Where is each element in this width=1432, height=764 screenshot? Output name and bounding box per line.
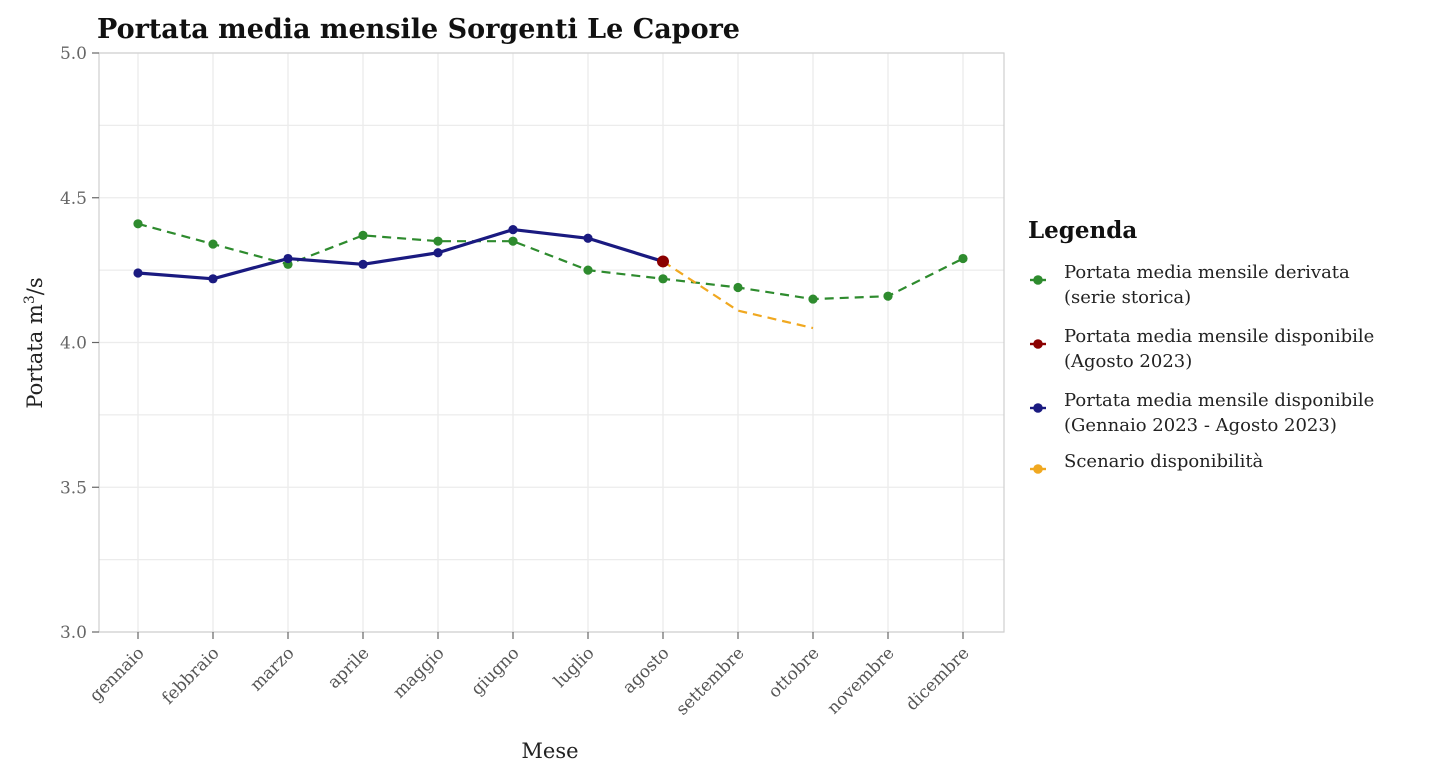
legend-label: (Agosto 2023) (1064, 351, 1192, 372)
legend-item-agosto: Portata media mensile disponibile (Agosto… (1030, 326, 1374, 372)
data-point-derivata (358, 230, 368, 240)
x-tick-label: gennaio (86, 643, 149, 706)
y-axis-label: Portata m3/s (22, 277, 47, 408)
data-point-disponibile (433, 248, 443, 258)
x-tick-label: agosto (619, 643, 673, 697)
y-tick-label: 3.5 (60, 478, 87, 498)
data-point-derivata (883, 291, 893, 301)
legend-item-scenario: Scenario disponibilità (1030, 451, 1264, 474)
legend-label: Portata media mensile disponibile (1064, 390, 1374, 411)
legend-swatch-dot (1033, 403, 1043, 413)
data-point-disponibile (583, 233, 593, 243)
data-point-derivata (433, 236, 443, 246)
y-tick-label: 3.0 (60, 623, 87, 643)
data-point-derivata (808, 294, 818, 304)
legend-swatch-dot (1033, 275, 1043, 285)
x-tick-label: novembre (824, 643, 899, 718)
x-tick-label: luglio (550, 643, 598, 691)
x-tick-label: giugno (467, 643, 523, 699)
data-point-derivata (508, 236, 518, 246)
y-tick-label: 5.0 (60, 44, 87, 64)
x-tick-label: aprile (324, 643, 374, 693)
x-tick-label: febbraio (158, 643, 223, 708)
x-axis-label: Mese (521, 739, 578, 763)
y-tick-labels: 5.0 4.5 4.0 3.5 3.0 (60, 44, 87, 643)
legend-label: (serie storica) (1064, 287, 1191, 308)
legend-swatch-dot (1033, 464, 1043, 474)
data-point-disponibile (133, 268, 143, 278)
series-line-disponibile (137, 227, 664, 281)
data-point-disponibile (208, 274, 218, 284)
legend-title: Legenda (1028, 217, 1137, 244)
data-point-derivata (133, 219, 143, 229)
data-point-derivata (658, 274, 668, 284)
x-tick-label: marzo (247, 643, 299, 695)
data-point-derivata (208, 239, 218, 249)
x-tick-label: settembre (672, 643, 748, 719)
y-axis-label-main: Portata m (23, 304, 47, 409)
y-tick-label: 4.5 (60, 189, 87, 209)
data-point-derivata (733, 282, 743, 293)
plot-area (92, 52, 1005, 639)
data-point-disponibile (283, 253, 293, 264)
legend-label: Portata media mensile derivata (1064, 262, 1350, 283)
x-tick-label: maggio (389, 643, 448, 702)
data-point-derivata (958, 253, 968, 264)
x-tick-labels: gennaio febbraio marzo aprile maggio giugno lu… (86, 643, 974, 719)
data-point-disponibile (358, 259, 368, 269)
data-point-derivata (583, 265, 593, 275)
legend-swatch-dot (1033, 339, 1043, 349)
legend-item-derivata: Portata media mensile derivata (serie sto… (1030, 262, 1350, 308)
x-tick-label: dicembre (902, 643, 973, 714)
data-point-agosto (657, 255, 669, 268)
chart-title: Portata media mensile Sorgenti Le Capore (97, 14, 740, 45)
y-axis-label-superscript: 3 (22, 295, 38, 304)
data-point-disponibile (508, 224, 518, 235)
y-tick-label: 4.0 (60, 334, 87, 354)
legend-item-disponibile: Portata media mensile disponibile (Gennai… (1030, 390, 1374, 436)
legend-label: Scenario disponibilità (1064, 451, 1264, 472)
legend-label: (Gennaio 2023 - Agosto 2023) (1064, 415, 1337, 436)
series-line-scenario (662, 260, 814, 330)
y-axis-label-tail: /s (23, 277, 47, 295)
legend-label: Portata media mensile disponibile (1064, 326, 1374, 347)
x-tick-label: ottobre (765, 643, 824, 702)
legend: Legenda Portata media mensile derivata (s… (1028, 217, 1374, 474)
